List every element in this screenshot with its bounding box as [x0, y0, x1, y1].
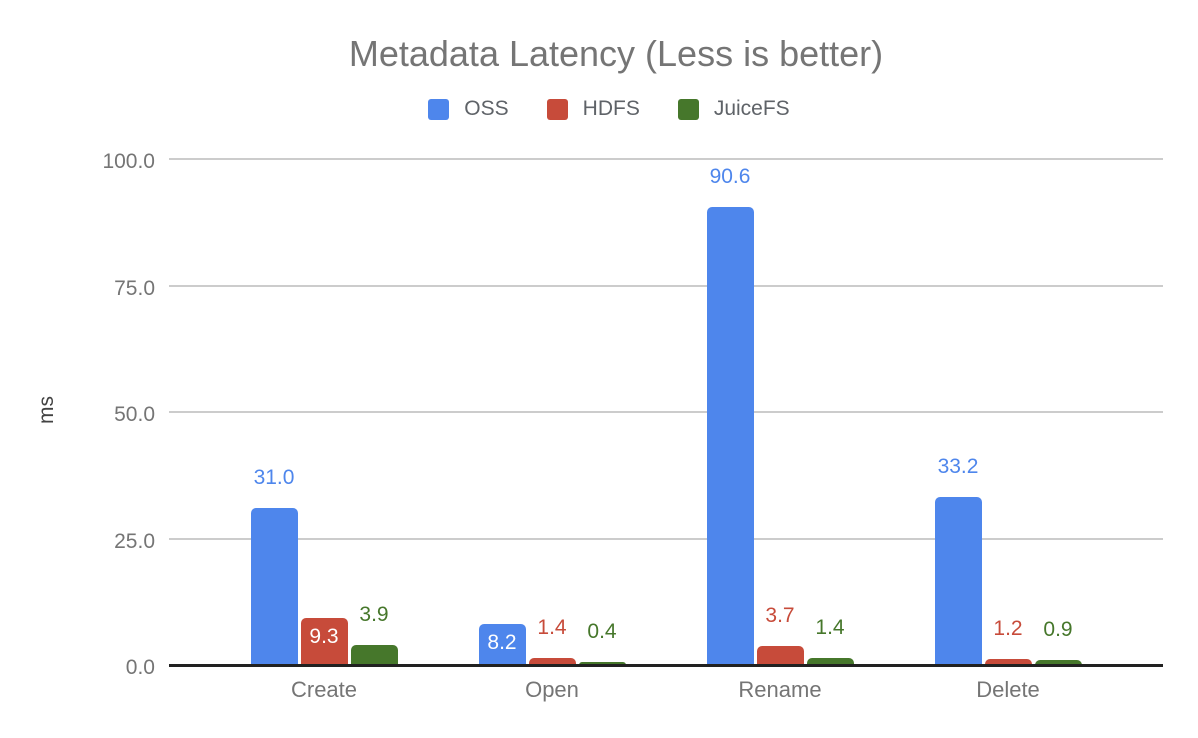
gridline [169, 537, 1163, 540]
value-label-hdfs-delete: 1.2 [993, 616, 1023, 640]
chart-title: Metadata Latency (Less is better) [348, 33, 884, 74]
value-label-oss-rename: 90.6 [709, 164, 751, 188]
bar-oss-open [478, 623, 526, 665]
bar-oss-rename [706, 206, 754, 665]
value-label-oss-create: 31.0 [253, 466, 295, 490]
plot-area: 0.0 25.0 50.0 75.0 100.0 31.0 9.3 3.9 Create 8.2 1… [102, 151, 1163, 701]
x-category-label-rename: Rename [738, 677, 822, 702]
value-label-hdfs-rename: 3.7 [765, 604, 795, 628]
bar-juicefs-create [350, 645, 398, 665]
legend-label: OSS [464, 97, 509, 120]
legend-swatch-icon [546, 98, 568, 120]
legend-label: HDFS [582, 97, 640, 120]
bar-hdfs-delete [984, 658, 1032, 665]
value-label-hdfs-create: 9.3 [309, 624, 339, 648]
value-label-juicefs-delete: 0.9 [1043, 618, 1073, 642]
value-label-oss-open: 8.2 [487, 630, 517, 654]
legend-item-hdfs: HDFS [546, 97, 640, 121]
value-label-juicefs-rename: 1.4 [815, 615, 845, 639]
value-label-oss-delete: 33.2 [937, 455, 979, 479]
y-tick-label: 75.0 [114, 276, 155, 300]
legend-label: JuiceFS [713, 97, 790, 120]
x-category-label-delete: Delete [976, 677, 1040, 702]
bar-juicefs-rename [806, 657, 854, 665]
y-tick-label: 0.0 [125, 656, 155, 679]
legend-swatch-icon [428, 98, 450, 120]
x-category-label-open: Open [525, 677, 579, 702]
value-label-juicefs-create: 3.9 [359, 603, 389, 627]
value-label-juicefs-open: 0.4 [587, 620, 617, 643]
y-tick-label: 100.0 [102, 150, 155, 173]
gridline [169, 158, 1163, 161]
legend-item-juicefs: JuiceFS [677, 97, 790, 121]
legend-swatch-icon [677, 98, 699, 120]
value-label-hdfs-open: 1.4 [537, 615, 567, 639]
y-tick-label: 50.0 [114, 403, 155, 426]
legend-item-oss: OSS [428, 97, 509, 121]
bar-hdfs-rename [756, 646, 804, 665]
bar-hdfs-open [528, 657, 576, 665]
bar-juicefs-delete [1034, 660, 1082, 665]
bar-hdfs-create [300, 617, 348, 665]
gridline [169, 411, 1163, 413]
bar-juicefs-open [578, 662, 626, 665]
y-tick-label: 25.0 [114, 529, 155, 553]
bar-oss-delete [934, 497, 982, 665]
gridline [169, 284, 1163, 287]
x-category-label-create: Create [290, 677, 358, 702]
chart-legend: OSS HDFS JuiceFS [0, 97, 1198, 121]
bar-oss-create [250, 508, 298, 665]
x-axis-line [169, 664, 1163, 667]
